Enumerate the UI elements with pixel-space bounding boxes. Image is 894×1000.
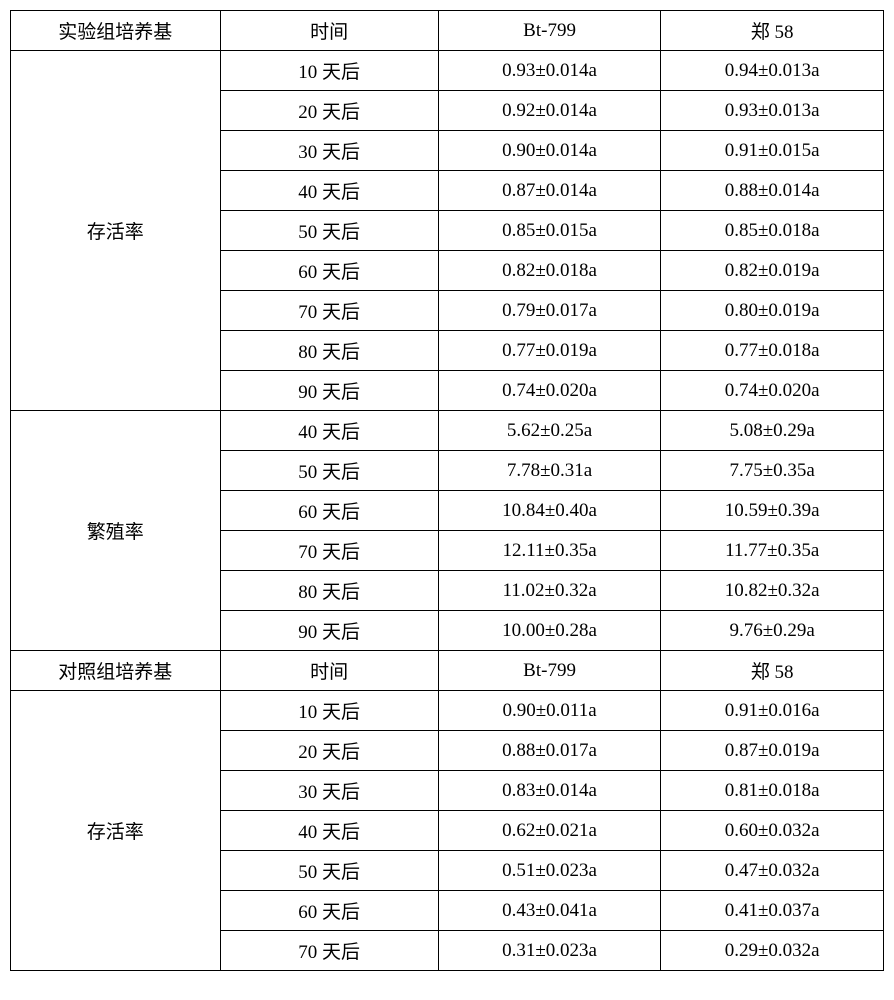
survival-rate-1-cell-2: 0.94±0.013a: [661, 51, 884, 91]
survival-rate-2-cell-2: 0.41±0.037a: [661, 891, 884, 931]
experiment-group-header-3: 郑 58: [661, 11, 884, 51]
survival-rate-1-cell-0: 50 天后: [220, 211, 438, 251]
survival-rate-2-cell-1: 0.83±0.014a: [438, 771, 661, 811]
survival-rate-2-cell-1: 0.88±0.017a: [438, 731, 661, 771]
survival-rate-2-cell-1: 0.62±0.021a: [438, 811, 661, 851]
survival-rate-1-cell-2: 0.82±0.019a: [661, 251, 884, 291]
reproduction-rate-cell-2: 11.77±0.35a: [661, 531, 884, 571]
survival-rate-2-cell-1: 0.51±0.023a: [438, 851, 661, 891]
survival-rate-1-cell-1: 0.82±0.018a: [438, 251, 661, 291]
survival-rate-1-cell-1: 0.87±0.014a: [438, 171, 661, 211]
survival-rate-1-cell-0: 30 天后: [220, 131, 438, 171]
survival-rate-1-cell-1: 0.79±0.017a: [438, 291, 661, 331]
survival-rate-1-cell-2: 0.80±0.019a: [661, 291, 884, 331]
survival-rate-1-cell-1: 0.93±0.014a: [438, 51, 661, 91]
survival-rate-2-cell-0: 70 天后: [220, 931, 438, 971]
survival-rate-1-cell-2: 0.91±0.015a: [661, 131, 884, 171]
survival-rate-2-cell-1: 0.31±0.023a: [438, 931, 661, 971]
reproduction-rate-cell-0: 90 天后: [220, 611, 438, 651]
control-group-header-2: Bt-799: [438, 651, 661, 691]
survival-rate-1-cell-1: 0.85±0.015a: [438, 211, 661, 251]
reproduction-rate-row: 繁殖率40 天后5.62±0.25a5.08±0.29a: [11, 411, 884, 451]
reproduction-rate-cell-1: 7.78±0.31a: [438, 451, 661, 491]
control-group-header-3: 郑 58: [661, 651, 884, 691]
survival-rate-2-cell-0: 20 天后: [220, 731, 438, 771]
survival-rate-1-cell-0: 10 天后: [220, 51, 438, 91]
experiment-group-header-0: 实验组培养基: [11, 11, 221, 51]
survival-rate-1-cell-2: 0.77±0.018a: [661, 331, 884, 371]
survival-rate-1-cell-1: 0.92±0.014a: [438, 91, 661, 131]
survival-rate-1-cell-1: 0.90±0.014a: [438, 131, 661, 171]
survival-rate-1-cell-2: 0.88±0.014a: [661, 171, 884, 211]
survival-rate-1-cell-0: 20 天后: [220, 91, 438, 131]
survival-rate-1-cell-2: 0.74±0.020a: [661, 371, 884, 411]
reproduction-rate-cell-0: 70 天后: [220, 531, 438, 571]
reproduction-rate-cell-0: 40 天后: [220, 411, 438, 451]
survival-rate-1-label: 存活率: [11, 51, 221, 411]
reproduction-rate-cell-1: 5.62±0.25a: [438, 411, 661, 451]
reproduction-rate-cell-2: 5.08±0.29a: [661, 411, 884, 451]
survival-rate-2-cell-1: 0.43±0.041a: [438, 891, 661, 931]
survival-rate-1-cell-0: 70 天后: [220, 291, 438, 331]
reproduction-rate-cell-1: 11.02±0.32a: [438, 571, 661, 611]
experiment-group-header-1: 时间: [220, 11, 438, 51]
survival-rate-2-cell-0: 30 天后: [220, 771, 438, 811]
control-group-header-row: 对照组培养基时间Bt-799郑 58: [11, 651, 884, 691]
survival-rate-1-cell-0: 90 天后: [220, 371, 438, 411]
data-table: 实验组培养基时间Bt-799郑 58存活率10 天后0.93±0.014a0.9…: [10, 10, 884, 971]
survival-rate-2-cell-2: 0.91±0.016a: [661, 691, 884, 731]
reproduction-rate-label: 繁殖率: [11, 411, 221, 651]
survival-rate-1-cell-2: 0.93±0.013a: [661, 91, 884, 131]
reproduction-rate-cell-0: 60 天后: [220, 491, 438, 531]
survival-rate-2-cell-0: 40 天后: [220, 811, 438, 851]
survival-rate-2-cell-2: 0.81±0.018a: [661, 771, 884, 811]
survival-rate-2-cell-0: 10 天后: [220, 691, 438, 731]
survival-rate-2-cell-1: 0.90±0.011a: [438, 691, 661, 731]
reproduction-rate-cell-2: 10.82±0.32a: [661, 571, 884, 611]
reproduction-rate-cell-1: 12.11±0.35a: [438, 531, 661, 571]
reproduction-rate-cell-2: 10.59±0.39a: [661, 491, 884, 531]
reproduction-rate-cell-2: 9.76±0.29a: [661, 611, 884, 651]
control-group-header-0: 对照组培养基: [11, 651, 221, 691]
survival-rate-1-cell-0: 60 天后: [220, 251, 438, 291]
survival-rate-2-row: 存活率10 天后0.90±0.011a0.91±0.016a: [11, 691, 884, 731]
survival-rate-1-cell-0: 40 天后: [220, 171, 438, 211]
survival-rate-1-cell-1: 0.77±0.019a: [438, 331, 661, 371]
survival-rate-2-label: 存活率: [11, 691, 221, 971]
survival-rate-1-row: 存活率10 天后0.93±0.014a0.94±0.013a: [11, 51, 884, 91]
reproduction-rate-cell-0: 80 天后: [220, 571, 438, 611]
survival-rate-2-cell-2: 0.29±0.032a: [661, 931, 884, 971]
reproduction-rate-cell-1: 10.00±0.28a: [438, 611, 661, 651]
survival-rate-1-cell-1: 0.74±0.020a: [438, 371, 661, 411]
survival-rate-2-cell-0: 50 天后: [220, 851, 438, 891]
survival-rate-2-cell-2: 0.47±0.032a: [661, 851, 884, 891]
survival-rate-2-cell-2: 0.87±0.019a: [661, 731, 884, 771]
reproduction-rate-cell-2: 7.75±0.35a: [661, 451, 884, 491]
survival-rate-1-cell-2: 0.85±0.018a: [661, 211, 884, 251]
experiment-group-header-2: Bt-799: [438, 11, 661, 51]
survival-rate-1-cell-0: 80 天后: [220, 331, 438, 371]
survival-rate-2-cell-0: 60 天后: [220, 891, 438, 931]
reproduction-rate-cell-1: 10.84±0.40a: [438, 491, 661, 531]
survival-rate-2-cell-2: 0.60±0.032a: [661, 811, 884, 851]
experiment-group-header-row: 实验组培养基时间Bt-799郑 58: [11, 11, 884, 51]
reproduction-rate-cell-0: 50 天后: [220, 451, 438, 491]
control-group-header-1: 时间: [220, 651, 438, 691]
